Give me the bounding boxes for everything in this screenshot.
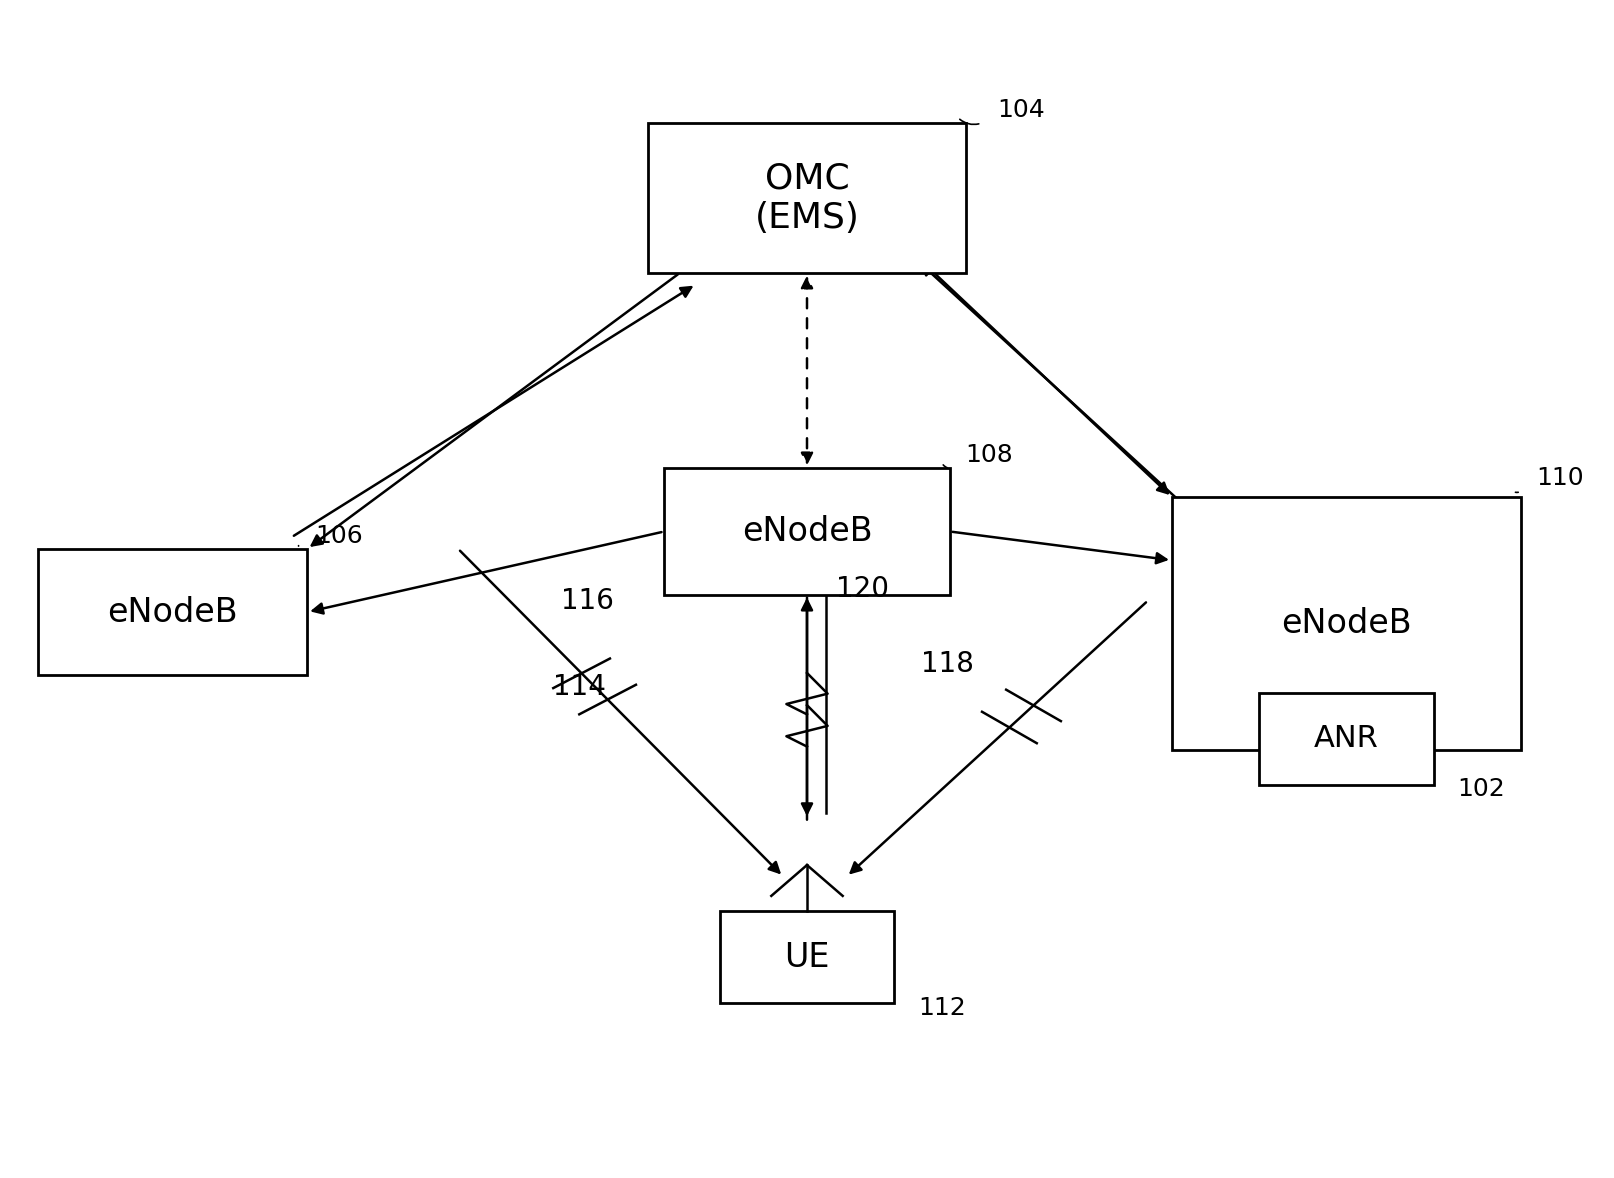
Text: 120: 120 [836,575,889,603]
Text: OMC
(EMS): OMC (EMS) [755,161,859,234]
FancyBboxPatch shape [1172,497,1520,750]
Text: 112: 112 [918,995,965,1020]
Text: eNodeB: eNodeB [1282,607,1412,640]
FancyBboxPatch shape [1259,693,1433,785]
Text: 118: 118 [922,650,975,677]
FancyBboxPatch shape [37,549,307,675]
Text: 110: 110 [1537,466,1585,490]
FancyBboxPatch shape [649,124,965,272]
Text: eNodeB: eNodeB [742,515,872,548]
Text: 114: 114 [554,673,607,701]
Text: 102: 102 [1457,777,1506,801]
Text: eNodeB: eNodeB [107,596,237,629]
Text: UE: UE [784,940,830,973]
FancyBboxPatch shape [665,468,949,595]
Text: 116: 116 [562,587,613,615]
FancyBboxPatch shape [720,911,894,1004]
Text: 106: 106 [315,524,363,548]
Text: 108: 108 [965,443,1014,468]
Text: 104: 104 [997,99,1046,123]
Text: ANR: ANR [1314,724,1378,753]
